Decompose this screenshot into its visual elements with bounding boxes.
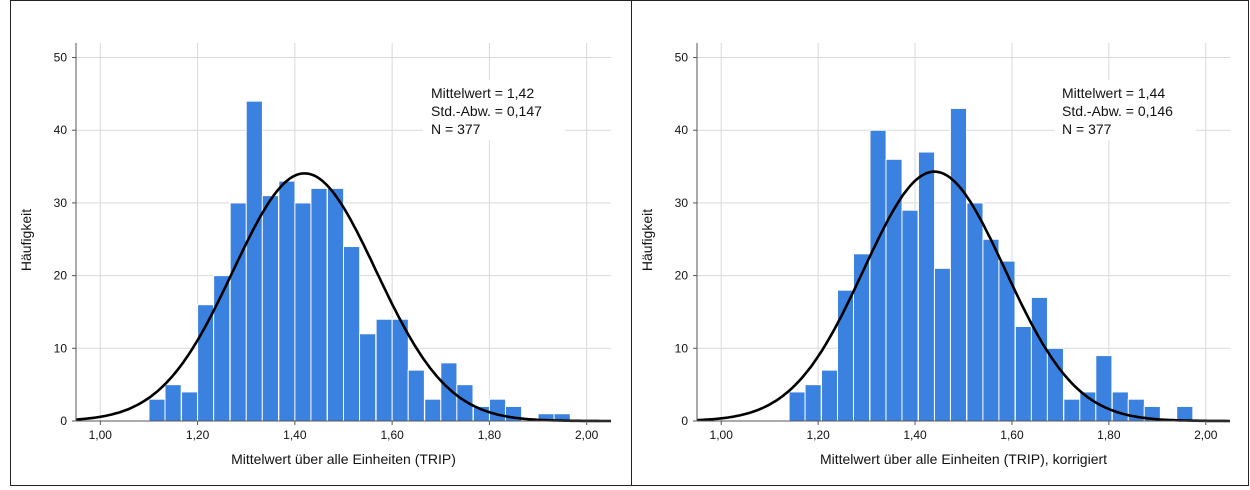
x-tick-label: 1,80 [1097, 428, 1121, 442]
x-tick-label: 2,00 [575, 428, 599, 442]
histogram-bar [788, 391, 806, 422]
histogram-bar [343, 246, 361, 422]
histogram-bar [853, 253, 871, 422]
histogram-bar [869, 129, 887, 422]
histogram-bar [1111, 391, 1129, 422]
normal-curve [75, 172, 611, 423]
histogram-bar [804, 384, 822, 422]
stats-n: N = 377 [431, 121, 481, 137]
y-tick-label: 20 [675, 269, 689, 283]
histogram-bar [1030, 296, 1048, 422]
histogram-bar [1046, 347, 1064, 422]
histogram-bar [982, 238, 1000, 422]
histogram-bar [359, 333, 377, 422]
y-axis-label: Häufigkeit [18, 209, 34, 271]
histogram-bar [1176, 405, 1194, 422]
x-tick-label: 1,80 [478, 428, 502, 442]
histogram-bar [424, 398, 442, 422]
stats-box [1054, 80, 1196, 140]
x-tick-label: 1,20 [806, 428, 830, 442]
y-tick-label: 40 [54, 123, 68, 137]
histogram-bar [821, 369, 839, 422]
x-tick-label: 2,00 [1194, 428, 1218, 442]
x-axis-label: Mittelwert über alle Einheiten (TRIP), k… [820, 451, 1107, 467]
y-tick-label: 20 [54, 269, 68, 283]
histogram-bar [966, 202, 984, 422]
stats-box [423, 80, 565, 140]
stats-mean: Mittelwert = 1,44 [1062, 85, 1165, 101]
y-tick-label: 0 [681, 414, 688, 428]
histogram-bar [181, 391, 199, 422]
x-tick-label: 1,60 [1000, 428, 1024, 442]
histogram-bar [278, 180, 296, 422]
histogram-panel-trip: 0 10 20 30 40 50 1,00 1,20 1,40 1,60 1,80 2,00 Mitte… [10, 0, 632, 486]
histogram-chart-trip: 0 10 20 30 40 50 1,00 1,20 1,40 1,60 1,80 2,00 Mitte… [18, 43, 611, 467]
stats-sd: Std.-Abw. = 0,146 [1062, 103, 1173, 119]
histogram-bar [901, 209, 919, 422]
y-tick-label: 10 [54, 341, 68, 355]
histogram-bar [375, 318, 393, 422]
y-tick-label: 50 [675, 51, 689, 65]
histogram-bar [1095, 355, 1113, 422]
x-tick-label: 1,00 [710, 428, 734, 442]
histogram-bar [245, 100, 263, 422]
histogram-bar [391, 318, 409, 422]
y-tick-label: 0 [60, 414, 67, 428]
histogram-bar [310, 187, 328, 422]
histogram-bar [326, 187, 345, 422]
y-axis-label: Häufigkeit [639, 209, 655, 271]
histogram-bar [1014, 326, 1032, 422]
stats-n: N = 377 [1062, 121, 1112, 137]
y-tick-label: 30 [54, 196, 68, 210]
histogram-bar [933, 267, 952, 422]
x-tick-label: 1,40 [903, 428, 927, 442]
x-tick-label: 1,40 [283, 428, 307, 442]
histogram-bar [164, 384, 182, 422]
x-axis-label: Mittelwert über alle Einheiten (TRIP) [231, 451, 456, 467]
histogram-chart-trip-corrected: 0 10 20 30 40 50 1,00 1,20 1,40 1,60 1,80 2,00 Mitte… [639, 43, 1230, 467]
y-tick-label: 40 [675, 123, 689, 137]
x-tick-label: 1,00 [89, 428, 113, 442]
normal-curve [696, 170, 1230, 423]
histogram-bar [261, 195, 279, 422]
stats-mean: Mittelwert = 1,42 [431, 85, 534, 101]
histogram-bar [1063, 398, 1081, 422]
histogram-bar [229, 202, 247, 422]
y-tick-label: 50 [54, 51, 68, 65]
x-tick-label: 1,60 [380, 428, 404, 442]
histogram-bar [917, 151, 936, 422]
histogram-panel-trip-corrected: 0 10 20 30 40 50 1,00 1,20 1,40 1,60 1,80 2,00 Mitte… [631, 0, 1249, 486]
y-tick-label: 30 [675, 196, 689, 210]
y-tick-label: 10 [675, 341, 689, 355]
histogram-bar [294, 202, 312, 422]
histogram-bar [407, 369, 425, 422]
stats-sd: Std.-Abw. = 0,147 [431, 103, 542, 119]
histogram-bar [949, 107, 968, 422]
histogram-bar [148, 398, 166, 422]
histogram-bar [197, 304, 215, 422]
histogram-bar [488, 398, 507, 422]
x-tick-label: 1,20 [186, 428, 210, 442]
